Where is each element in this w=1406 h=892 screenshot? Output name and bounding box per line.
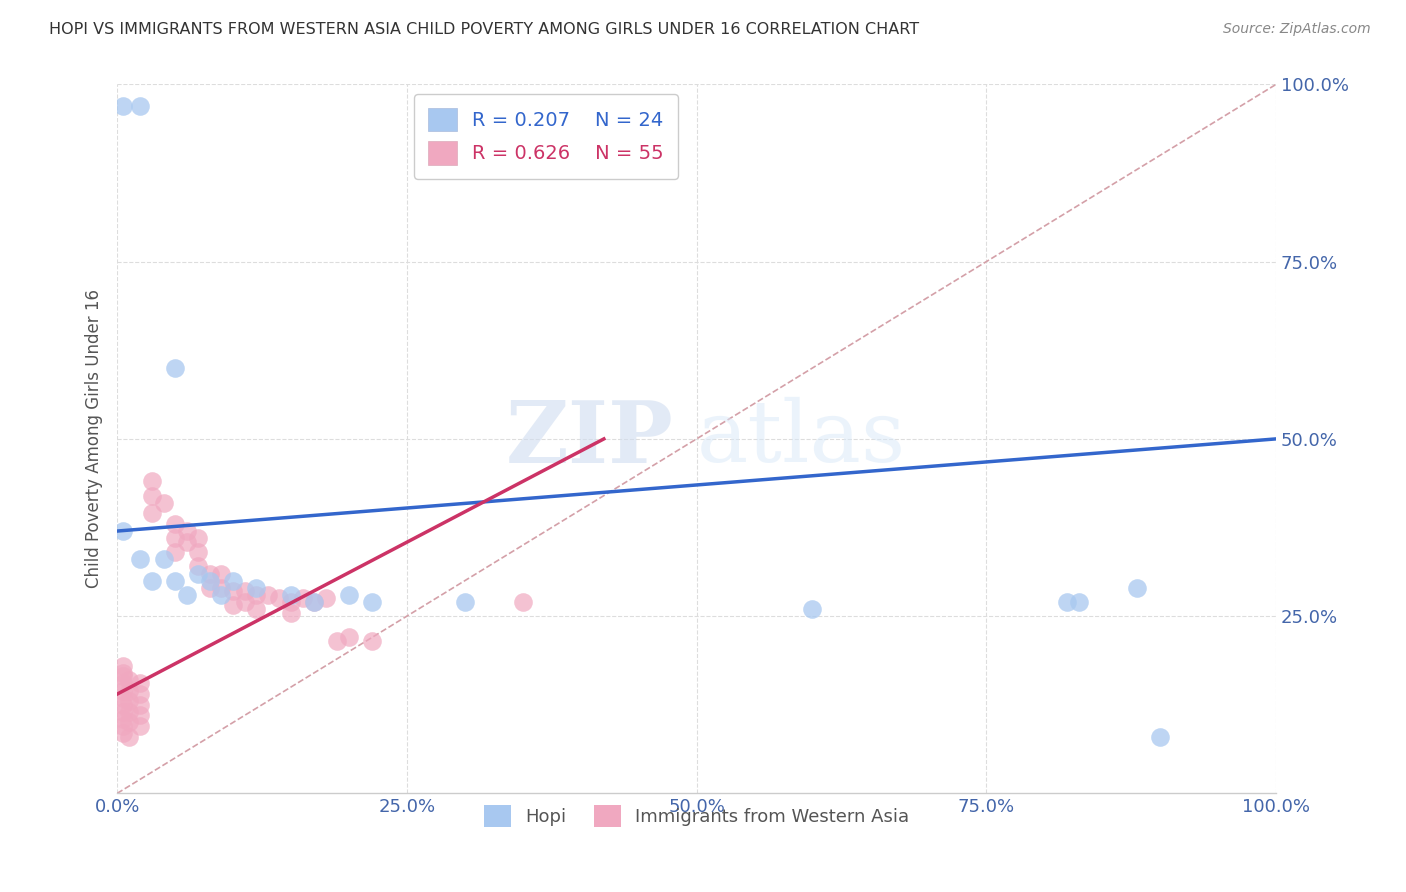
Point xyxy=(291,591,314,606)
Point xyxy=(512,595,534,609)
Point xyxy=(165,516,187,531)
Point xyxy=(1056,595,1078,609)
Point xyxy=(302,595,325,609)
Point xyxy=(111,658,134,673)
Point xyxy=(256,588,278,602)
Point xyxy=(233,595,256,609)
Point xyxy=(165,531,187,545)
Point xyxy=(129,552,152,566)
Point xyxy=(129,708,152,723)
Point xyxy=(118,705,141,719)
Point xyxy=(187,559,209,574)
Point xyxy=(187,545,209,559)
Point xyxy=(111,719,134,733)
Point xyxy=(129,698,152,712)
Point xyxy=(280,588,302,602)
Text: ZIP: ZIP xyxy=(506,397,673,481)
Point xyxy=(129,99,152,113)
Point xyxy=(245,581,267,595)
Point xyxy=(361,634,384,648)
Point xyxy=(165,545,187,559)
Point xyxy=(280,595,302,609)
Point xyxy=(111,99,134,113)
Point xyxy=(118,673,141,687)
Point xyxy=(245,588,267,602)
Point xyxy=(222,574,245,588)
Point xyxy=(222,584,245,599)
Point xyxy=(111,524,134,538)
Text: HOPI VS IMMIGRANTS FROM WESTERN ASIA CHILD POVERTY AMONG GIRLS UNDER 16 CORRELAT: HOPI VS IMMIGRANTS FROM WESTERN ASIA CHI… xyxy=(49,22,920,37)
Point xyxy=(111,669,134,683)
Point xyxy=(118,730,141,744)
Text: atlas: atlas xyxy=(696,397,905,481)
Legend: Hopi, Immigrants from Western Asia: Hopi, Immigrants from Western Asia xyxy=(477,797,917,834)
Point xyxy=(176,588,198,602)
Point xyxy=(129,676,152,690)
Point xyxy=(187,566,209,581)
Point xyxy=(111,683,134,698)
Point xyxy=(111,705,134,719)
Point xyxy=(326,634,349,648)
Point xyxy=(141,506,163,520)
Point xyxy=(187,531,209,545)
Point xyxy=(129,719,152,733)
Point xyxy=(152,552,174,566)
Point xyxy=(118,715,141,730)
Point xyxy=(337,631,360,645)
Point xyxy=(118,683,141,698)
Point xyxy=(141,574,163,588)
Point xyxy=(111,676,134,690)
Point xyxy=(129,687,152,701)
Point xyxy=(454,595,477,609)
Point xyxy=(361,595,384,609)
Point xyxy=(801,602,824,616)
Text: Source: ZipAtlas.com: Source: ZipAtlas.com xyxy=(1223,22,1371,37)
Point xyxy=(211,566,233,581)
Point xyxy=(280,606,302,620)
Point xyxy=(118,694,141,708)
Point xyxy=(269,591,291,606)
Point xyxy=(198,581,221,595)
Point xyxy=(211,588,233,602)
Point xyxy=(222,599,245,613)
Point xyxy=(111,690,134,705)
Point xyxy=(111,665,134,680)
Point xyxy=(111,726,134,740)
Point xyxy=(165,574,187,588)
Point xyxy=(315,591,337,606)
Point xyxy=(1067,595,1090,609)
Point xyxy=(141,489,163,503)
Point xyxy=(1126,581,1149,595)
Point xyxy=(198,574,221,588)
Point xyxy=(176,524,198,538)
Point xyxy=(198,566,221,581)
Point xyxy=(302,595,325,609)
Point xyxy=(152,496,174,510)
Y-axis label: Child Poverty Among Girls Under 16: Child Poverty Among Girls Under 16 xyxy=(86,289,103,589)
Point xyxy=(211,581,233,595)
Point xyxy=(141,475,163,489)
Point xyxy=(111,712,134,726)
Point xyxy=(111,698,134,712)
Point xyxy=(1149,730,1171,744)
Point xyxy=(233,584,256,599)
Point xyxy=(176,534,198,549)
Point xyxy=(165,361,187,376)
Point xyxy=(337,588,360,602)
Point xyxy=(245,602,267,616)
